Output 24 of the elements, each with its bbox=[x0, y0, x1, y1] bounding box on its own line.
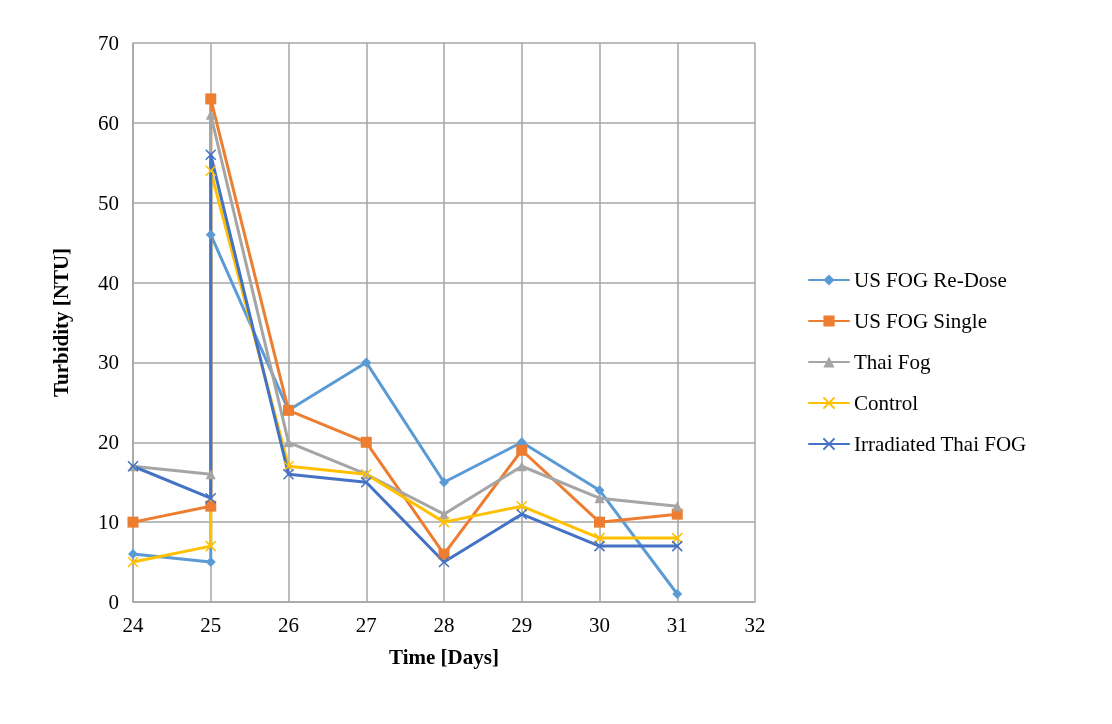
legend-label: Control bbox=[854, 391, 919, 415]
x-tick-label: 26 bbox=[278, 612, 299, 637]
y-tick-label: 20 bbox=[98, 430, 119, 455]
x-tick-label: 25 bbox=[200, 612, 222, 637]
y-tick-label: 40 bbox=[98, 270, 119, 295]
x-tick-label: 28 bbox=[433, 612, 455, 637]
y-tick-label: 0 bbox=[108, 590, 119, 614]
x-tick-label: 27 bbox=[355, 612, 377, 637]
legend-label: US FOG Re-Dose bbox=[854, 268, 1007, 292]
x-tick-label: 29 bbox=[511, 612, 533, 637]
y-tick-label: 70 bbox=[98, 31, 119, 55]
y-tick-label: 60 bbox=[98, 110, 119, 135]
legend-label: Irradiated Thai FOG bbox=[854, 432, 1027, 456]
x-tick-label: 32 bbox=[744, 612, 766, 637]
x-tick-label: 31 bbox=[666, 612, 688, 637]
y-tick-label: 10 bbox=[98, 510, 119, 535]
legend-label: Thai Fog bbox=[854, 350, 931, 374]
legend-label: US FOG Single bbox=[854, 309, 988, 333]
x-axis-title: Time [Days] bbox=[389, 644, 499, 669]
y-tick-label: 30 bbox=[98, 350, 119, 375]
x-tick-label: 30 bbox=[589, 612, 610, 637]
y-tick-label: 50 bbox=[98, 190, 119, 215]
x-tick-label: 24 bbox=[122, 612, 144, 637]
y-axis-title: Turbidity [NTU] bbox=[48, 247, 73, 398]
